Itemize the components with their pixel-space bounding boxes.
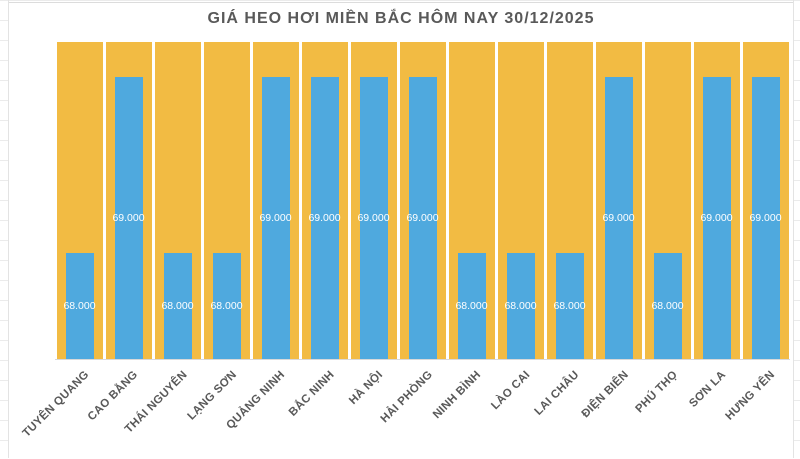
category-column: 68.000 (448, 42, 495, 359)
bar-value-label: 69.000 (112, 212, 145, 225)
x-axis-label: ĐIỆN BIÊN (579, 368, 631, 421)
category-column: 68.000 (203, 42, 250, 359)
x-axis-labels: TUYÊN QUANG CAO BẰNG THÁI NGUYÊN LẠNG SƠN QU… (21, 359, 790, 459)
bar-4[interactable]: 68.000 (210, 253, 243, 359)
bar-value-label: 68.000 (553, 300, 586, 313)
category-column: 68.000 (546, 42, 593, 359)
bar-9[interactable]: 68.000 (455, 253, 488, 359)
x-axis-label: TUYÊN QUANG (20, 368, 92, 440)
bar-15[interactable]: 69.000 (749, 77, 782, 359)
x-axis-label: SƠN LA (687, 368, 729, 410)
category-column: 69.000 (595, 42, 642, 359)
category-column: 69.000 (350, 42, 397, 359)
bar-value-label: 68.000 (63, 300, 96, 313)
bar-11[interactable]: 68.000 (553, 253, 586, 359)
category-column: 69.000 (693, 42, 740, 359)
category-column: 68.000 (644, 42, 691, 359)
bar-13[interactable]: 68.000 (651, 253, 684, 359)
bar-12[interactable]: 69.000 (602, 77, 635, 359)
x-axis-label: NINH BÌNH (431, 368, 484, 422)
pig-price-chart[interactable]: GIÁ HEO HƠI MIỀN BẮC HÔM NAY 30/12/2025 … (9, 2, 793, 459)
bar-value-label: 69.000 (749, 212, 782, 225)
bar-value-label: 69.000 (259, 212, 292, 225)
bar-14[interactable]: 69.000 (700, 77, 733, 359)
bar-6[interactable]: 69.000 (308, 77, 341, 359)
x-axis-label: LÀO CAI (489, 368, 533, 413)
category-column: 69.000 (252, 42, 299, 359)
category-column: 68.000 (56, 42, 103, 359)
sheet-column-gridline-right (793, 0, 794, 458)
x-axis-label: HƯNG YÊN (723, 368, 778, 423)
bar-3[interactable]: 68.000 (161, 253, 194, 359)
category-column: 69.000 (301, 42, 348, 359)
bar-1[interactable]: 68.000 (63, 253, 96, 359)
bar-value-label: 68.000 (210, 300, 243, 313)
bar-2[interactable]: 69.000 (112, 77, 145, 359)
category-column: 69.000 (399, 42, 446, 359)
category-column: 68.000 (497, 42, 544, 359)
bar-value-label: 69.000 (308, 212, 341, 225)
category-column: 68.000 (154, 42, 201, 359)
bar-value-label: 69.000 (357, 212, 390, 225)
x-axis-label: HẢI PHÒNG (378, 368, 435, 426)
category-column: 69.000 (742, 42, 789, 359)
bar-value-label: 68.000 (455, 300, 488, 313)
x-axis-label: HÀ NỘI (347, 368, 386, 407)
x-axis-label: LẠNG SƠN (185, 368, 239, 423)
x-axis-label: BẮC NINH (286, 368, 337, 419)
bar-value-label: 69.000 (700, 212, 733, 225)
bar-value-label: 68.000 (161, 300, 194, 313)
bar-5[interactable]: 69.000 (259, 77, 292, 359)
bar-value-label: 68.000 (504, 300, 537, 313)
x-axis-label: LAI CHÂU (532, 368, 582, 418)
bar-value-label: 69.000 (602, 212, 635, 225)
plot-area: 68.000 69.000 68.000 68.000 69.000 69.000 69.0… (55, 42, 790, 360)
x-axis-label: CAO BẰNG (86, 368, 141, 424)
chart-title: GIÁ HEO HƠI MIỀN BẮC HÔM NAY 30/12/2025 (207, 10, 595, 27)
sheet-column-gridline-left (8, 0, 9, 458)
bar-8[interactable]: 69.000 (406, 77, 439, 359)
category-column: 69.000 (105, 42, 152, 359)
bar-value-label: 69.000 (406, 212, 439, 225)
bar-7[interactable]: 69.000 (357, 77, 390, 359)
bar-value-label: 68.000 (651, 300, 684, 313)
x-axis-label: PHÚ THỌ (633, 368, 680, 416)
bar-10[interactable]: 68.000 (504, 253, 537, 359)
